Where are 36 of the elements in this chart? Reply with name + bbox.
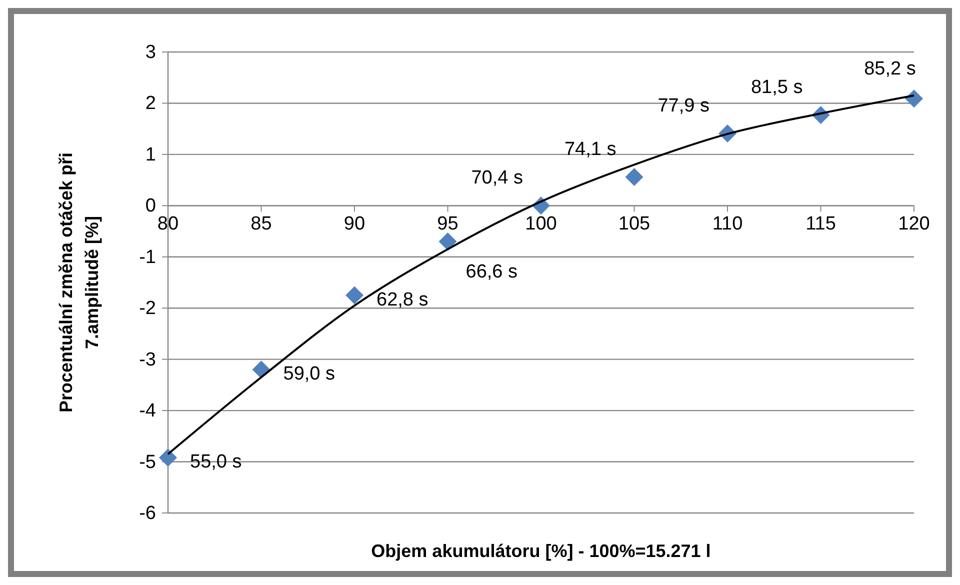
y-tick-label: -6 [139, 503, 156, 524]
y-tick-label: 3 [145, 42, 156, 63]
annotation: 70,4 s [471, 168, 523, 189]
y-tick-label: 1 [145, 144, 156, 166]
y-tick-label: 0 [145, 196, 156, 217]
annotation: 55,0 s [190, 452, 242, 473]
point [625, 168, 644, 186]
annotation: 66,6 s [466, 262, 518, 283]
point [252, 360, 270, 379]
annotation: 85,2 s [864, 58, 916, 80]
x-tick-label: 120 [898, 214, 930, 235]
y-tick-label: 2 [145, 93, 156, 114]
y-tick-label: -2 [139, 298, 156, 320]
x-tick-label: 80 [157, 214, 179, 235]
annotation: 77,9 s [658, 95, 710, 116]
x-tick-label: 85 [250, 214, 272, 235]
x-tick-label: 95 [437, 214, 458, 235]
point [159, 448, 177, 467]
point [346, 286, 364, 304]
x-tick-label: 115 [806, 214, 836, 235]
annotation: 59,0 s [283, 364, 336, 385]
y-tick-label: -4 [139, 400, 156, 422]
annotation: 62,8 s [376, 289, 428, 310]
x-tick-label: 90 [344, 214, 366, 235]
point [438, 232, 457, 251]
y-axis-title: Procentuální změna otáček při 7.amplitudě [%] [56, 152, 102, 413]
y-tick-label: -1 [139, 246, 156, 268]
y-tick-label: -3 [139, 349, 156, 370]
x-tick-label: 105 [618, 214, 650, 235]
x-axis-title: Objem akumulátoru [%] - 100%=15.271 l [371, 541, 711, 561]
x-tick-label: 110 [712, 214, 743, 235]
point [905, 90, 923, 108]
annotation: 81,5 s [750, 77, 803, 98]
x-tick-label: 100 [525, 214, 557, 235]
annotation: 74,1 s [564, 138, 616, 160]
y-tick-label: -5 [139, 452, 156, 473]
